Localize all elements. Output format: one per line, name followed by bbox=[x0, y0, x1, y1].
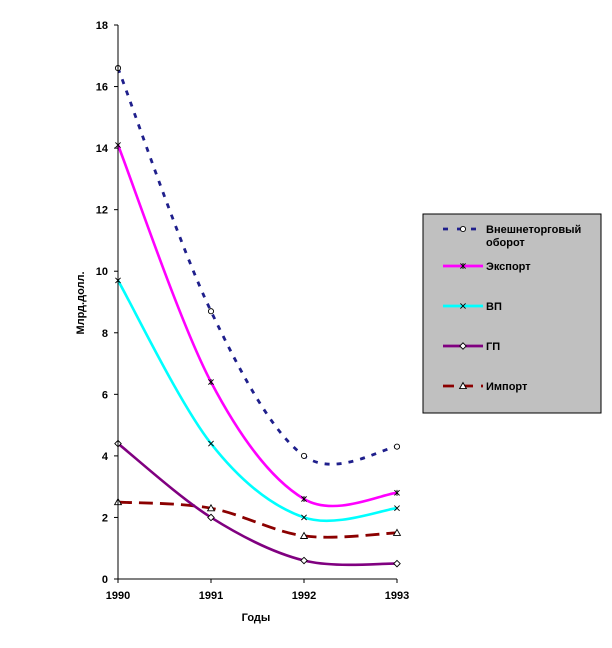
series-line bbox=[117, 500, 398, 539]
series-line bbox=[116, 67, 398, 466]
x-tick-label: 1992 bbox=[292, 590, 316, 602]
series-1 bbox=[114, 65, 401, 466]
y-tick-label: 10 bbox=[96, 266, 108, 278]
legend-box bbox=[422, 213, 602, 414]
legend-marker bbox=[460, 303, 466, 309]
series-line bbox=[116, 144, 398, 508]
data-point bbox=[394, 505, 400, 512]
data-point bbox=[393, 559, 401, 568]
plot-area bbox=[113, 65, 402, 568]
y-axis-title: Млрд.долл. bbox=[75, 271, 87, 334]
legend-marker bbox=[459, 342, 467, 350]
legend-marker bbox=[459, 225, 467, 233]
data-point bbox=[208, 379, 214, 386]
legend-label: Внешнеторговый bbox=[486, 224, 581, 236]
data-point bbox=[300, 556, 308, 565]
legend-label: Экспорт bbox=[486, 261, 531, 273]
legend-label: ГП bbox=[486, 341, 500, 353]
x-tick-label: 1990 bbox=[106, 590, 130, 602]
legend-label: Импорт bbox=[486, 381, 528, 393]
y-tick-label: 16 bbox=[96, 82, 108, 94]
axes: 0 2 4 6 8 10 12 14 16 18 1990 1991 1992 1993 bbox=[96, 20, 409, 602]
data-point bbox=[301, 514, 307, 521]
y-tick-label: 2 bbox=[102, 512, 108, 524]
y-tick-label: 8 bbox=[102, 328, 108, 340]
series-3 bbox=[115, 277, 400, 523]
data-point bbox=[208, 440, 214, 447]
y-tick-label: 12 bbox=[96, 205, 108, 217]
series-5 bbox=[113, 497, 402, 539]
x-tick-label: 1993 bbox=[385, 590, 409, 602]
x-axis-title: Годы bbox=[242, 612, 271, 624]
series-line bbox=[117, 442, 398, 567]
data-point bbox=[392, 528, 402, 536]
data-point bbox=[393, 443, 401, 450]
data-point bbox=[206, 503, 216, 512]
legend-label: ВП bbox=[486, 301, 502, 313]
y-tick-label: 4 bbox=[102, 451, 109, 463]
legend-label: оборот bbox=[486, 237, 525, 249]
y-tick-label: 18 bbox=[96, 20, 108, 32]
data-point bbox=[299, 531, 309, 539]
series-line bbox=[116, 279, 398, 523]
legend-marker bbox=[458, 381, 468, 390]
y-tick-label: 14 bbox=[96, 143, 109, 155]
legend-marker bbox=[460, 263, 466, 269]
data-point bbox=[207, 513, 215, 522]
data-point bbox=[301, 495, 307, 502]
data-point bbox=[300, 452, 308, 459]
y-tick-label: 0 bbox=[102, 574, 108, 586]
y-tick-label: 6 bbox=[102, 389, 108, 401]
x-tick-label: 1991 bbox=[199, 590, 223, 602]
data-point bbox=[207, 308, 215, 315]
data-point bbox=[394, 489, 400, 496]
series-2 bbox=[115, 142, 400, 508]
